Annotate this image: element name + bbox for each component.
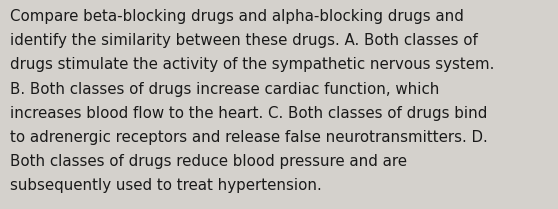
- Text: increases blood flow to the heart. C. Both classes of drugs bind: increases blood flow to the heart. C. Bo…: [10, 106, 488, 121]
- Text: to adrenergic receptors and release false neurotransmitters. D.: to adrenergic receptors and release fals…: [10, 130, 488, 145]
- Text: B. Both classes of drugs increase cardiac function, which: B. Both classes of drugs increase cardia…: [10, 82, 439, 97]
- Text: Compare beta-blocking drugs and alpha-blocking drugs and: Compare beta-blocking drugs and alpha-bl…: [10, 9, 464, 24]
- Text: Both classes of drugs reduce blood pressure and are: Both classes of drugs reduce blood press…: [10, 154, 407, 169]
- Text: subsequently used to treat hypertension.: subsequently used to treat hypertension.: [10, 178, 322, 193]
- Text: drugs stimulate the activity of the sympathetic nervous system.: drugs stimulate the activity of the symp…: [10, 57, 494, 73]
- Text: identify the similarity between these drugs. A. Both classes of: identify the similarity between these dr…: [10, 33, 478, 48]
